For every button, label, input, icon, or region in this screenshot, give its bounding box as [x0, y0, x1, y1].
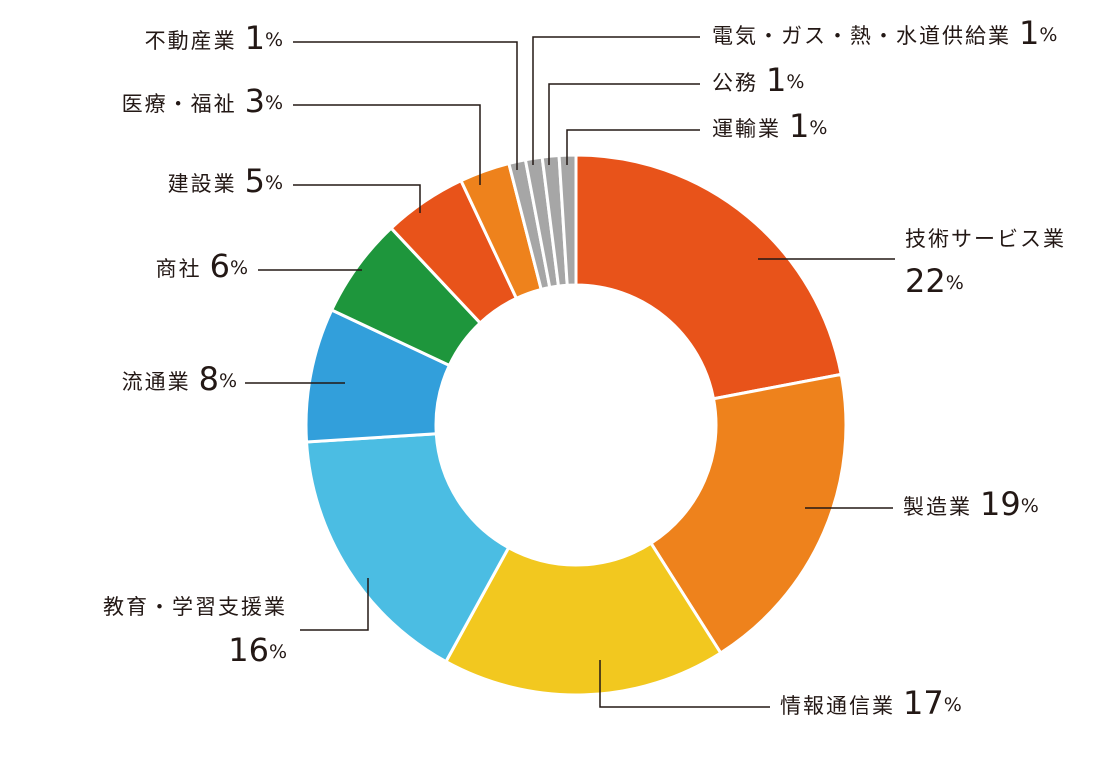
donut-slice — [648, 372, 848, 656]
category-label: 不動産業 — [145, 29, 237, 53]
category-label: 製造業 — [903, 495, 972, 519]
category-label: 商社 — [156, 257, 202, 281]
category-label: 建設業 — [168, 172, 237, 196]
value-label: 17% — [903, 684, 962, 722]
value-label: 8% — [199, 360, 237, 398]
category-label: 流通業 — [122, 370, 191, 394]
leader-line — [599, 660, 770, 708]
leader-line — [566, 129, 700, 165]
category-label: 教育・学習支援業 — [103, 595, 287, 619]
value-label: 6% — [210, 247, 248, 285]
leader-line — [300, 578, 369, 631]
donut-slice — [304, 432, 511, 664]
value-label: 22% — [905, 262, 964, 300]
value-label: 19% — [980, 485, 1039, 523]
donut-slice — [557, 153, 578, 287]
donut-slice — [443, 541, 723, 697]
value-label: 5% — [245, 162, 283, 200]
leader-line — [532, 36, 700, 165]
leader-line — [293, 184, 421, 213]
leader-line — [293, 104, 481, 185]
category-label: 運輸業 — [712, 117, 781, 141]
category-label: 情報通信業 — [780, 694, 895, 718]
category-label: 技術サービス業 — [905, 227, 1066, 251]
value-label: 1% — [1019, 14, 1057, 52]
value-label: 1% — [766, 61, 804, 99]
category-label: 医療・福祉 — [122, 92, 237, 116]
value-label: 1% — [789, 107, 827, 145]
leader-line — [548, 83, 700, 165]
value-label: 16% — [228, 631, 287, 669]
leader-line — [293, 41, 518, 170]
category-label: 公務 — [712, 71, 758, 95]
value-label: 3% — [245, 82, 283, 120]
donut-slice — [574, 153, 843, 401]
value-label: 1% — [245, 19, 283, 57]
category-label: 電気・ガス・熱・水道供給業 — [712, 24, 1011, 48]
